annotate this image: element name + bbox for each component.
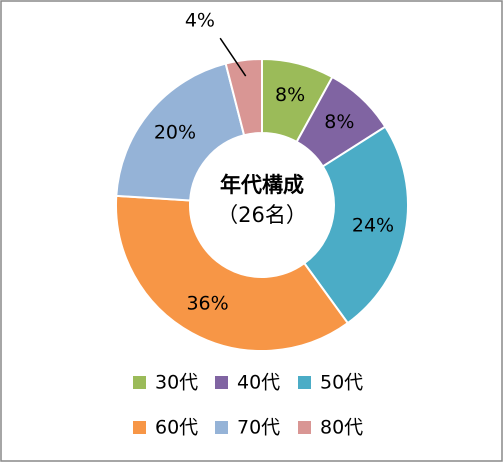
- data-label: 8%: [324, 111, 354, 133]
- legend-swatch: [298, 421, 311, 434]
- data-label: 20%: [154, 121, 196, 143]
- legend-swatch: [298, 376, 311, 389]
- donut-slice: [224, 57, 263, 137]
- legend-swatch: [215, 376, 228, 389]
- legend-label: 40代: [237, 372, 280, 394]
- legend-label: 50代: [320, 372, 363, 394]
- legend-swatch: [133, 421, 146, 434]
- legend-label: 30代: [155, 372, 198, 394]
- legend-label: 60代: [155, 417, 198, 439]
- donut-slice: [115, 194, 350, 352]
- center-title: 年代構成: [220, 173, 304, 197]
- leader-line: [219, 37, 247, 77]
- center-subtitle: （26名）: [217, 203, 307, 227]
- data-label: 4%: [185, 10, 215, 32]
- donut-slice: [115, 62, 246, 202]
- data-label: 8%: [275, 84, 305, 106]
- legend-label: 70代: [237, 417, 280, 439]
- legend-swatch: [215, 421, 228, 434]
- data-label: 24%: [352, 215, 394, 237]
- legend-label: 80代: [320, 417, 363, 439]
- legend-swatch: [133, 376, 146, 389]
- data-label: 36%: [186, 293, 228, 315]
- donut-slice: [302, 125, 409, 325]
